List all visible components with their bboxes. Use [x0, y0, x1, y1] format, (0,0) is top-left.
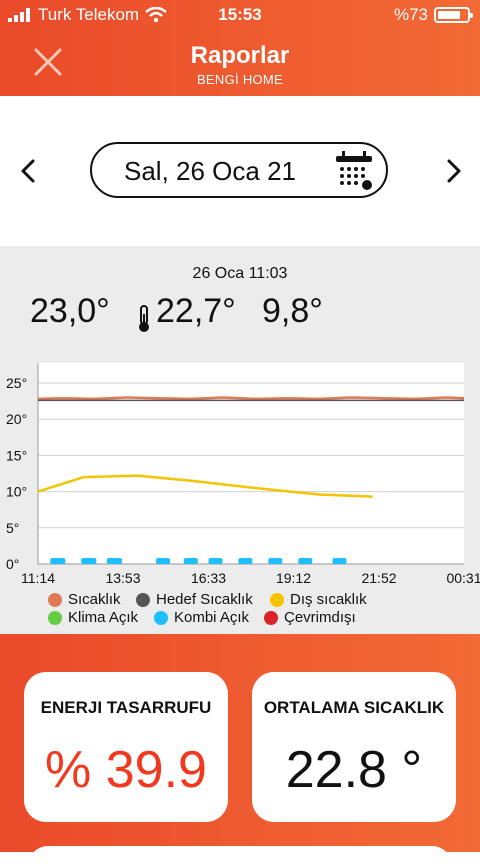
legend-dot — [136, 592, 150, 607]
series-line — [37, 474, 373, 498]
x-tick-label: 11:14 — [21, 570, 55, 586]
calendar-icon — [336, 151, 372, 190]
date-selector: Sal, 26 Oca 21 — [0, 96, 480, 246]
energy-savings-card[interactable]: ENERJI TASARRUFU % 39.9 — [24, 672, 228, 822]
y-tick-label: 25° — [6, 375, 27, 391]
kombi-marker — [156, 558, 171, 564]
page-subtitle: BENGİ HOME — [196, 72, 284, 87]
carrier-name: Turk Telekom — [38, 5, 140, 24]
status-time: 15:53 — [218, 5, 262, 24]
x-tick-label: 16:33 — [191, 570, 226, 586]
legend-dot — [154, 610, 168, 625]
wifi-icon — [145, 7, 167, 23]
series-line — [37, 396, 465, 401]
selected-date: Sal, 26 Oca 21 — [124, 156, 296, 186]
kombi-marker — [107, 558, 122, 564]
kombi-marker — [208, 558, 223, 564]
legend-label: Dış sıcaklık — [290, 591, 367, 608]
energy-savings-label: ENERJI TASARRUFU — [40, 698, 212, 717]
legend-item-kombi: Kombi Açık — [154, 609, 249, 626]
app-header: Turk Telekom 15:53 %73 Raporlar BENGİ HO… — [0, 0, 480, 96]
chevron-right-icon[interactable] — [438, 156, 468, 186]
page-title: Raporlar — [190, 42, 290, 69]
y-tick-label: 0° — [6, 556, 19, 572]
battery-fill — [438, 11, 461, 19]
chevron-left-icon[interactable] — [14, 156, 44, 186]
signal-icon — [8, 8, 30, 22]
legend-label: Kombi Açık — [174, 609, 250, 626]
next-card[interactable] — [28, 846, 452, 866]
kombi-marker — [183, 558, 198, 564]
close-icon[interactable] — [28, 42, 68, 82]
kombi-marker — [298, 558, 313, 564]
legend-item-cevrimdisi: Çevrimdışı — [264, 609, 356, 626]
x-tick-label: 21:52 — [361, 570, 396, 586]
legend-label: Klima Açık — [68, 609, 139, 626]
y-tick-label: 5° — [6, 520, 19, 536]
date-picker-button[interactable]: Sal, 26 Oca 21 — [90, 142, 388, 198]
battery-percent: %73 — [393, 5, 428, 24]
reading-outdoor: 9,8° — [262, 292, 323, 330]
energy-savings-value: % 39.9 — [45, 741, 207, 799]
y-tick-label: 20° — [6, 411, 27, 427]
legend-item-dis: Dış sıcaklık — [270, 591, 367, 608]
chart-panel: 26 Oca 11:03 23,0° 22,7° 9,8° 25° 20° 15° 1… — [0, 246, 480, 634]
x-tick-label: 13:53 — [105, 570, 140, 586]
temperature-chart[interactable]: 25° 20° 15° 10° 5° 0°11:14 13:53 16:33 19:12 21:5… — [0, 246, 480, 634]
legend-label: Hedef Sıcaklık — [156, 591, 253, 608]
summary-section: ENERJI TASARRUFU % 39.9 ORTALAMA SICAKLI… — [0, 634, 480, 866]
y-tick-label: 10° — [6, 484, 27, 500]
kombi-marker — [82, 558, 97, 564]
reading-timestamp: 26 Oca 11:03 — [192, 265, 288, 282]
legend-item-hedef: Hedef Sıcaklık — [136, 591, 253, 608]
average-temp-value: 22.8 ° — [285, 741, 423, 799]
legend-item-sicaklik: Sıcaklık — [48, 591, 121, 608]
thermometer-icon — [139, 305, 149, 332]
legend-label: Çevrimdışı — [284, 609, 356, 626]
legend-dot — [48, 610, 62, 625]
legend-dot — [264, 610, 278, 625]
x-tick-label: 19:12 — [276, 570, 311, 586]
status-left: Turk Telekom — [8, 5, 167, 25]
legend-dot — [48, 592, 62, 607]
kombi-marker — [268, 558, 283, 564]
average-temp-label: ORTALAMA SICAKLIK — [263, 698, 445, 717]
legend-item-klima: Klima Açık — [48, 609, 138, 626]
reading-thermostat: 22,7° — [156, 292, 236, 330]
kombi-marker — [332, 558, 347, 564]
status-bar: Turk Telekom 15:53 %73 — [0, 0, 480, 32]
kombi-marker — [238, 558, 253, 564]
plot-background — [38, 363, 464, 564]
average-temp-card[interactable]: ORTALAMA SICAKLIK 22.8 ° — [252, 672, 456, 822]
kombi-marker — [51, 558, 66, 564]
legend-label: Sıcaklık — [68, 591, 121, 608]
reading-temperature: 23,0° — [30, 292, 110, 330]
battery-icon — [434, 7, 473, 23]
legend-dot — [270, 592, 284, 607]
y-tick-label: 15° — [6, 447, 27, 463]
status-right: %73 — [393, 5, 473, 25]
x-tick-label: 00:31 — [446, 570, 480, 586]
